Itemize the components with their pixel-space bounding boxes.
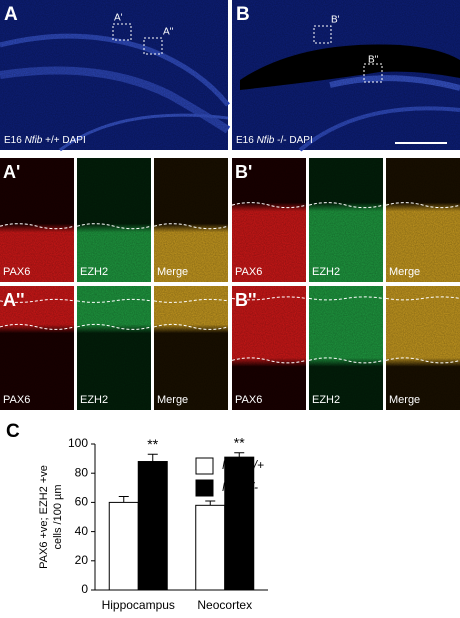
inset-noise: [154, 158, 228, 282]
error-bar: [205, 500, 216, 506]
inset-noise: [232, 286, 306, 410]
boundary-line: [76, 223, 152, 230]
y-tick-label: 0: [81, 582, 88, 596]
channel-label: PAX6: [235, 266, 262, 278]
inset-noise: [0, 286, 74, 410]
y-axis-label: PAX6 +ve; EZH2 +ve: [38, 465, 50, 569]
channel-label: Merge: [157, 394, 188, 406]
inset-noise: [0, 158, 74, 282]
boundary-line: [308, 357, 384, 364]
legend-swatch: [195, 457, 214, 475]
boundary-line: [76, 298, 152, 303]
y-tick-label: 40: [75, 524, 89, 538]
boundary-line: [385, 296, 460, 301]
inset-noise: [154, 286, 228, 410]
boundary-line: [231, 296, 307, 301]
channel-label: EZH2: [312, 394, 340, 406]
significance: **: [147, 436, 158, 452]
boundary-line: [385, 357, 460, 364]
boundary-line: [385, 202, 460, 209]
error-bar: [147, 453, 158, 462]
boundary-line: [153, 298, 229, 303]
channel-label: EZH2: [80, 394, 108, 406]
x-tick-label: Neocortex: [197, 598, 252, 612]
boundary-line: [308, 202, 384, 209]
boundary-line: [231, 357, 307, 364]
channel-label: PAX6: [3, 394, 30, 406]
legend-label: Nfib -/-: [222, 480, 258, 494]
caption: E16 Nfib +/+ DAPI: [4, 135, 86, 146]
channel-label: EZH2: [312, 266, 340, 278]
inset-box-label: A': [114, 13, 123, 24]
boundary-line: [153, 223, 229, 230]
channel-label: PAX6: [3, 266, 30, 278]
channel-label: Merge: [389, 394, 420, 406]
inset-noise: [309, 286, 383, 410]
inset-box-label: B'': [368, 55, 379, 66]
boundary-line: [231, 202, 307, 209]
channel-label: PAX6: [235, 394, 262, 406]
boundary-line: [0, 223, 75, 230]
y-axis-label: cells /100 µm: [52, 484, 64, 549]
inset-label: A'': [3, 290, 25, 310]
bar: [224, 456, 255, 591]
channel-label: Merge: [389, 266, 420, 278]
panel-label: B: [236, 4, 250, 25]
panel-label: C: [6, 421, 20, 442]
boundary-line: [153, 323, 229, 330]
inset-label: B'': [235, 290, 257, 310]
inset-label: A': [3, 162, 20, 182]
boundary-line: [0, 298, 75, 303]
error-bar: [118, 496, 129, 503]
y-tick-label: 80: [75, 465, 89, 479]
x-tick-label: Hippocampus: [102, 598, 175, 612]
panel-a-image: [0, 0, 231, 152]
inset-label: B': [235, 162, 252, 182]
y-tick-label: 60: [75, 495, 89, 509]
inset-box-label: A'': [163, 27, 174, 38]
y-tick-label: 100: [68, 436, 88, 450]
y-tick-label: 20: [75, 553, 89, 567]
inset-box-label: B': [331, 15, 340, 26]
bar: [108, 501, 139, 591]
boundary-line: [0, 323, 75, 330]
inset-noise: [386, 158, 460, 282]
panel-b-image: [232, 0, 460, 152]
channel-label: Merge: [157, 266, 188, 278]
legend-label: Nfib +/+: [222, 458, 264, 472]
inset-noise: [232, 158, 306, 282]
boundary-line: [308, 296, 384, 301]
channel-label: EZH2: [80, 266, 108, 278]
bar: [137, 461, 168, 591]
inset-noise: [77, 286, 151, 410]
legend-swatch: [195, 479, 214, 497]
significance: **: [234, 434, 245, 450]
caption: E16 Nfib -/- DAPI: [236, 135, 313, 146]
inset-noise: [77, 158, 151, 282]
inset-noise: [309, 158, 383, 282]
error-bar: [234, 452, 245, 458]
bar: [195, 504, 226, 591]
panel-label: A: [4, 4, 18, 25]
inset-noise: [386, 286, 460, 410]
boundary-line: [76, 323, 152, 330]
